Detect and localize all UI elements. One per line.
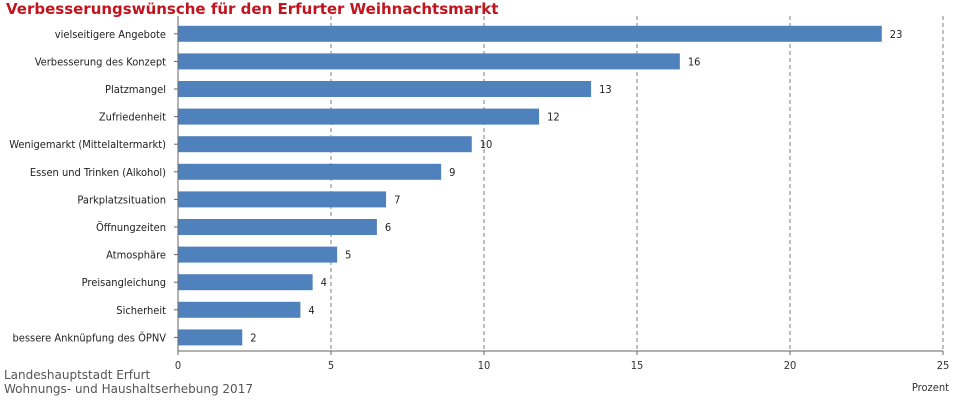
bar	[178, 25, 882, 42]
category-label: Sicherheit	[116, 304, 166, 317]
value-label: 12	[547, 111, 560, 124]
category-label: Zufriedenheit	[99, 111, 166, 124]
value-label: 13	[599, 83, 612, 96]
value-label: 7	[394, 193, 400, 206]
bar	[178, 219, 377, 235]
value-label: 2	[250, 331, 256, 344]
value-label: 10	[480, 138, 493, 151]
value-label: 5	[345, 249, 351, 262]
bar	[178, 301, 301, 318]
value-label: 9	[449, 166, 455, 179]
footer: Landeshauptstadt Erfurt Wohnungs- und Ha…	[4, 368, 253, 396]
footer-line-1: Landeshauptstadt Erfurt	[4, 368, 151, 382]
x-axis-label: Prozent	[912, 381, 949, 394]
x-tick-label: 0	[175, 359, 181, 372]
bar	[178, 274, 313, 291]
x-tick-label: 10	[478, 359, 491, 372]
x-tick-label: 20	[784, 359, 797, 372]
category-label: Platzmangel	[105, 83, 166, 96]
category-label: Atmosphäre	[106, 249, 166, 262]
category-label: Verbesserung des Konzept	[35, 55, 166, 68]
bars	[178, 25, 882, 346]
bar	[178, 246, 338, 263]
x-tick-label: 5	[328, 359, 334, 372]
bar	[178, 108, 540, 125]
value-label: 4	[308, 304, 314, 317]
category-label: vielseitigere Angebote	[55, 28, 166, 41]
bar	[178, 191, 387, 208]
bar	[178, 53, 680, 70]
bar	[178, 136, 472, 153]
axes	[174, 16, 944, 355]
category-label: Preisangleichung	[82, 276, 166, 289]
category-label: bessere Anknüpfung des ÖPNV	[13, 331, 167, 344]
footer-line-2: Wohnungs- und Haushaltserhebung 2017	[4, 382, 253, 396]
category-label: Wenigemarkt (Mittelaltermarkt)	[9, 138, 166, 151]
category-label: Öffnungzeiten	[96, 221, 166, 234]
x-tick-label: 25	[937, 359, 950, 372]
value-label: 6	[385, 221, 391, 234]
bar	[178, 329, 243, 346]
value-label: 23	[890, 28, 903, 41]
category-label: Parkplatzsituation	[77, 193, 166, 206]
category-label: Essen und Trinken (Alkohol)	[30, 166, 166, 179]
value-label: 4	[321, 276, 327, 289]
bar	[178, 81, 592, 97]
value-label: 16	[688, 55, 701, 68]
bar	[178, 163, 442, 180]
chart-title: Verbesserungswünsche für den Erfurter We…	[6, 0, 499, 18]
x-tick-label: 15	[631, 359, 644, 372]
